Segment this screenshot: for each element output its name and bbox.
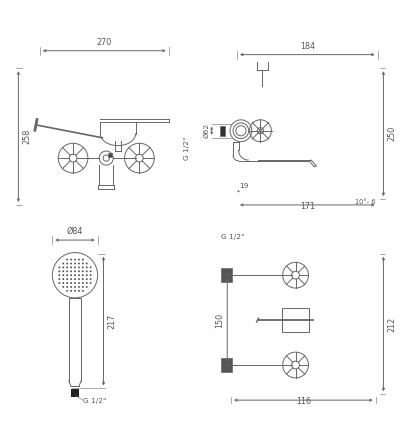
- Circle shape: [66, 290, 68, 292]
- Circle shape: [70, 290, 72, 292]
- Circle shape: [90, 278, 92, 280]
- Circle shape: [90, 267, 92, 268]
- Text: Ø62: Ø62: [204, 123, 210, 138]
- Circle shape: [66, 267, 68, 268]
- Circle shape: [74, 270, 76, 272]
- Circle shape: [86, 267, 88, 268]
- Circle shape: [90, 270, 92, 272]
- Circle shape: [82, 282, 84, 284]
- Bar: [108, 154, 112, 157]
- Circle shape: [62, 274, 64, 276]
- Circle shape: [74, 274, 76, 276]
- Text: G 1/2": G 1/2": [184, 137, 190, 160]
- Bar: [222, 268, 232, 282]
- Bar: [220, 126, 225, 136]
- Circle shape: [74, 278, 76, 280]
- Circle shape: [66, 259, 68, 261]
- Circle shape: [62, 263, 64, 264]
- Text: Ø84: Ø84: [67, 227, 83, 236]
- Text: 184: 184: [300, 42, 315, 51]
- Text: 150: 150: [215, 312, 224, 328]
- Circle shape: [62, 286, 64, 288]
- Circle shape: [62, 270, 64, 272]
- Text: 10°- 6: 10°- 6: [355, 199, 376, 205]
- Circle shape: [82, 278, 84, 280]
- Circle shape: [82, 286, 84, 288]
- Bar: [222, 358, 232, 372]
- Circle shape: [82, 270, 84, 272]
- Circle shape: [74, 286, 76, 288]
- Circle shape: [90, 274, 92, 276]
- Circle shape: [70, 259, 72, 261]
- Text: 250: 250: [387, 126, 396, 142]
- Circle shape: [70, 286, 72, 288]
- Circle shape: [78, 263, 80, 264]
- Circle shape: [74, 290, 76, 292]
- Circle shape: [66, 278, 68, 280]
- Text: 19: 19: [239, 183, 249, 189]
- Circle shape: [82, 263, 84, 264]
- Circle shape: [58, 267, 60, 268]
- Circle shape: [90, 282, 92, 284]
- Bar: [282, 308, 309, 332]
- Circle shape: [78, 278, 80, 280]
- Text: 212: 212: [387, 316, 396, 332]
- Circle shape: [74, 282, 76, 284]
- Circle shape: [86, 278, 88, 280]
- Circle shape: [78, 274, 80, 276]
- Circle shape: [82, 274, 84, 276]
- Text: 171: 171: [300, 202, 315, 211]
- Circle shape: [66, 270, 68, 272]
- Circle shape: [66, 282, 68, 284]
- Circle shape: [70, 267, 72, 268]
- Circle shape: [70, 278, 72, 280]
- Circle shape: [78, 282, 80, 284]
- Circle shape: [74, 259, 76, 261]
- Circle shape: [66, 286, 68, 288]
- Text: 270: 270: [97, 38, 112, 47]
- Circle shape: [86, 270, 88, 272]
- Circle shape: [58, 274, 60, 276]
- Circle shape: [70, 263, 72, 264]
- Circle shape: [78, 267, 80, 268]
- Circle shape: [58, 270, 60, 272]
- Circle shape: [78, 286, 80, 288]
- Circle shape: [70, 270, 72, 272]
- Circle shape: [78, 259, 80, 261]
- Circle shape: [82, 290, 84, 292]
- Circle shape: [58, 278, 60, 280]
- Circle shape: [74, 263, 76, 264]
- Circle shape: [78, 290, 80, 292]
- Text: 116: 116: [296, 397, 311, 406]
- Circle shape: [58, 282, 60, 284]
- Text: G 1/2": G 1/2": [221, 234, 245, 240]
- Circle shape: [70, 274, 72, 276]
- Circle shape: [86, 274, 88, 276]
- Circle shape: [66, 263, 68, 264]
- Text: 258: 258: [22, 129, 31, 144]
- Circle shape: [86, 286, 88, 288]
- Circle shape: [62, 267, 64, 268]
- Circle shape: [86, 263, 88, 264]
- Circle shape: [70, 282, 72, 284]
- Circle shape: [62, 278, 64, 280]
- Circle shape: [82, 267, 84, 268]
- Text: 217: 217: [107, 313, 116, 329]
- Circle shape: [82, 259, 84, 261]
- Text: G 1/2": G 1/2": [83, 398, 106, 404]
- Circle shape: [86, 282, 88, 284]
- Bar: [71, 389, 79, 397]
- Circle shape: [66, 274, 68, 276]
- Circle shape: [74, 267, 76, 268]
- Circle shape: [62, 282, 64, 284]
- Circle shape: [78, 270, 80, 272]
